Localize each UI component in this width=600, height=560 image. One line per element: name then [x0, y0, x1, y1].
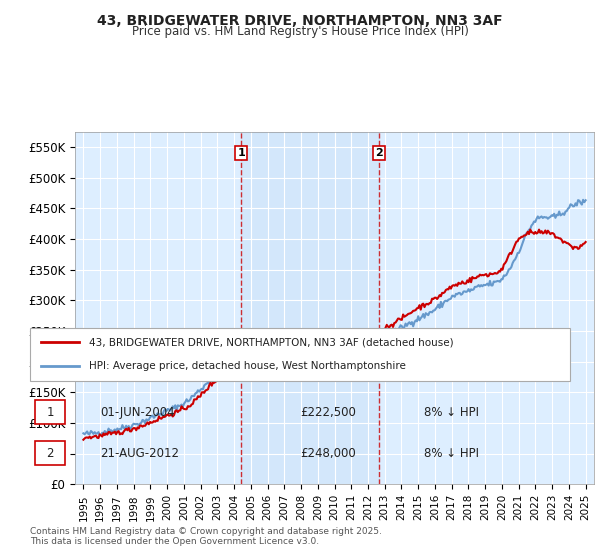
Text: 1: 1 [46, 406, 54, 419]
Text: 8% ↓ HPI: 8% ↓ HPI [424, 446, 479, 460]
Text: £222,500: £222,500 [300, 406, 356, 419]
FancyBboxPatch shape [35, 441, 65, 465]
FancyBboxPatch shape [35, 400, 65, 424]
Text: 1: 1 [237, 148, 245, 158]
Text: 2: 2 [46, 446, 54, 460]
FancyBboxPatch shape [30, 328, 570, 381]
Text: Price paid vs. HM Land Registry's House Price Index (HPI): Price paid vs. HM Land Registry's House … [131, 25, 469, 38]
Text: Contains HM Land Registry data © Crown copyright and database right 2025.
This d: Contains HM Land Registry data © Crown c… [30, 526, 382, 546]
Text: 43, BRIDGEWATER DRIVE, NORTHAMPTON, NN3 3AF (detached house): 43, BRIDGEWATER DRIVE, NORTHAMPTON, NN3 … [89, 338, 454, 348]
Bar [241, 132, 379, 484]
Text: 8% ↓ HPI: 8% ↓ HPI [424, 406, 479, 419]
Text: 21-AUG-2012: 21-AUG-2012 [100, 446, 179, 460]
Text: £248,000: £248,000 [300, 446, 356, 460]
Text: 01-JUN-2004: 01-JUN-2004 [100, 406, 175, 419]
Text: HPI: Average price, detached house, West Northamptonshire: HPI: Average price, detached house, West… [89, 361, 406, 371]
Text: 43, BRIDGEWATER DRIVE, NORTHAMPTON, NN3 3AF: 43, BRIDGEWATER DRIVE, NORTHAMPTON, NN3 … [97, 14, 503, 28]
Text: 2: 2 [375, 148, 383, 158]
